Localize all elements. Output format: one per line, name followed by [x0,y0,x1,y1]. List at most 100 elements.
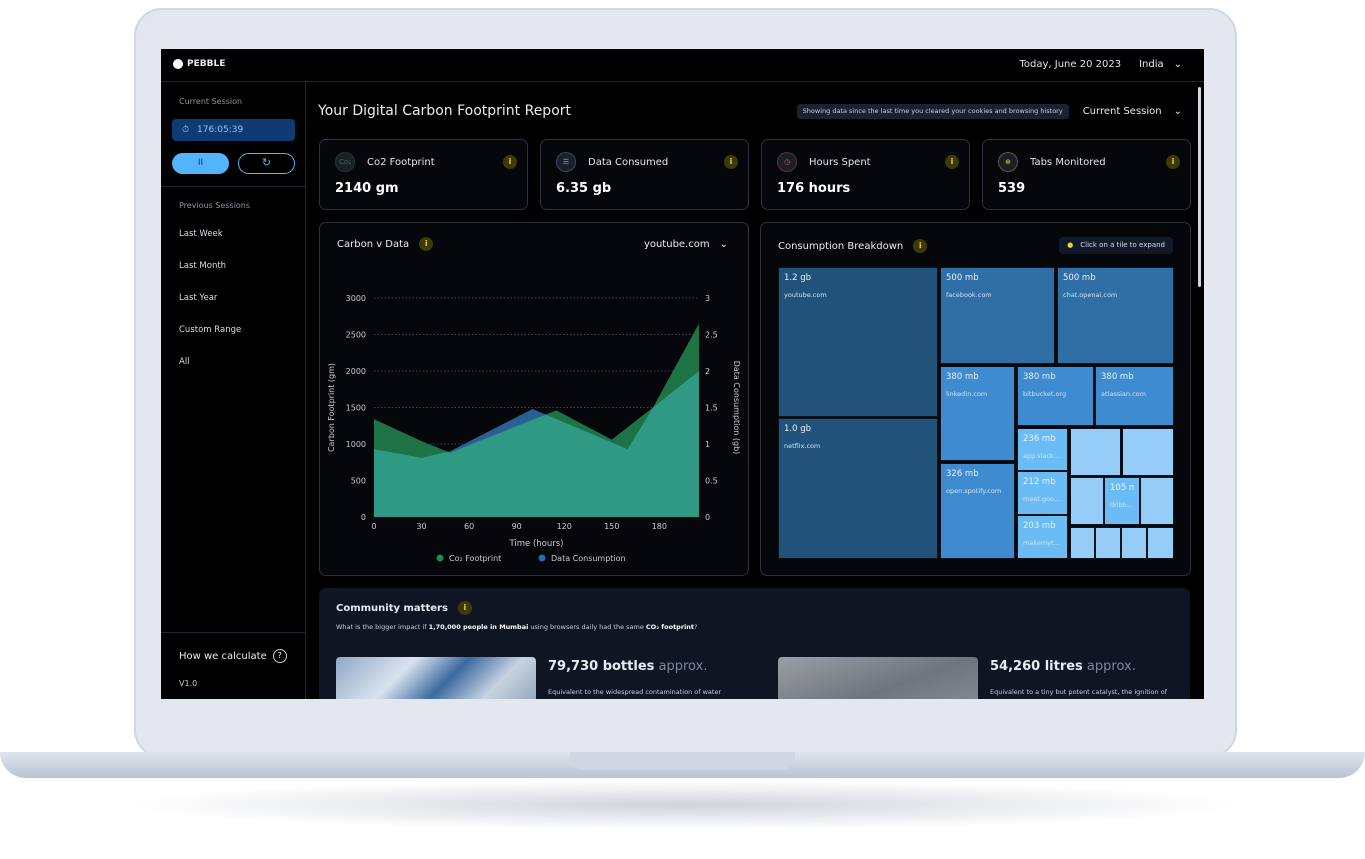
data-range-notice: Showing data since the last time you cle… [796,104,1069,119]
stat-value: 54,260 litres [990,659,1083,674]
treemap-tile[interactable]: 380 mb linkedin.com [940,366,1015,461]
treemap-tile[interactable]: 1.2 gb youtube.com [778,267,938,417]
sidebar-item-last-year[interactable]: Last Year [179,293,218,303]
brand-name: PEBBLE [187,59,226,69]
treemap-title: Consumption Breakdown [778,240,904,252]
treemap: 1.2 gb youtube.com 1.0 gb netflix.com 500 mb… [778,267,1174,559]
y-tick-label: 1000 [346,440,366,449]
kpi-value: 2140 gm [335,181,399,196]
community-panel: Community matters i What is the bigger i… [319,588,1190,699]
treemap-tile[interactable] [1070,527,1095,559]
chevron-down-icon: ⌄ [1173,59,1182,70]
kpi-title: Data Consumed [588,157,669,168]
treemap-tile[interactable]: 236 mb app.slack.c... [1017,428,1068,471]
sidebar-item-all[interactable]: All [179,357,190,367]
y2-tick-label: 1 [705,440,710,449]
litres-stat: 54,260 litres approx. [990,659,1136,674]
y2-tick-label: 2 [705,367,710,376]
info-icon[interactable]: i [419,237,434,251]
info-icon[interactable]: i [1166,155,1180,169]
q-text: using browsers daily had the same [528,623,646,631]
info-icon[interactable]: i [503,155,517,169]
tile-site: makemytri... [1023,539,1062,547]
info-icon[interactable]: i [945,155,959,169]
kpi-card: ☰ Data Consumed i 6.35 gb [540,139,749,210]
treemap-tile[interactable] [1070,477,1104,525]
laptop-shadow [120,780,1245,830]
y-tick-label: 0 [361,513,366,522]
legend-co2-label: Co₂ Footprint [449,554,501,563]
treemap-tile[interactable]: 105 mb dribb... [1104,477,1140,525]
kpi-title: Co2 Footprint [367,157,435,168]
scrollbar[interactable] [1198,87,1201,287]
carbon-v-data-panel: Carbon v Data i youtube.com ⌄ 0 500 1000 150… [319,222,749,576]
x-tick-label: 150 [604,522,619,531]
pebble-icon [173,59,183,69]
treemap-tile[interactable]: 500 mb facebook.com [940,267,1055,364]
x-tick-label: 180 [652,522,667,531]
tile-site: atlassian.com [1101,390,1146,398]
kpi-value: 6.35 gb [556,181,612,196]
divider [161,186,306,187]
expand-hint-text: Click on a tile to expand [1080,241,1165,249]
info-icon[interactable]: i [913,239,928,253]
treemap-tile[interactable] [1095,527,1121,559]
smog-image [778,657,978,699]
tile-size: 326 mb [946,469,979,479]
treemap-tile[interactable]: 203 mb makemytri... [1017,515,1068,559]
treemap-tile[interactable]: 500 mb chat.openai.com [1057,267,1174,364]
y2-tick-label: 1.5 [705,404,718,413]
tile-site: netflix.com [784,442,821,450]
tile-site: youtube.com [784,291,827,299]
site-select[interactable]: youtube.com ⌄ [644,239,728,250]
community-title-row: Community matters i [336,601,472,615]
tile-site: dribb... [1110,501,1134,509]
reset-button[interactable]: ↻ [238,153,295,174]
treemap-tile[interactable] [1122,428,1174,476]
treemap-tile[interactable]: 380 mb bitbucket.org [1017,366,1094,426]
timer-value: 176:05:39 [197,125,244,135]
version-label: V1.0 [179,679,198,688]
stat-value: 79,730 bottles [548,659,655,674]
app-screen: PEBBLE Today, June 20 2023 India ⌄ Curren… [161,49,1204,699]
x-tick-label: 120 [557,522,572,531]
y-tick-label: 2500 [346,331,366,340]
consumption-breakdown-panel: Consumption Breakdown i ● Click on a tile… [760,222,1191,576]
database-icon: ☰ [556,152,576,172]
info-icon[interactable]: i [724,155,738,169]
page-title: Your Digital Carbon Footprint Report [318,103,572,119]
treemap-title-row: Consumption Breakdown i [778,239,928,253]
chevron-down-icon: ⌄ [1173,106,1182,117]
kpi-card: ⊕ Tabs Monitored i 539 [982,139,1191,210]
kpi-value: 176 hours [777,181,851,196]
treemap-tile[interactable] [1147,527,1174,559]
tile-size: 105 mb [1110,483,1134,493]
laptop-notch [570,752,795,770]
country-select[interactable]: India ⌄ [1139,59,1182,70]
sidebar-item-last-month[interactable]: Last Month [179,261,227,271]
pause-button[interactable]: II [172,153,229,174]
treemap-tile[interactable] [1121,527,1147,559]
how-we-calculate-link[interactable]: How we calculate? [179,649,287,663]
treemap-tile[interactable] [1070,428,1121,476]
overlap-area [374,371,699,517]
legend-data-label: Data Consumption [551,554,626,563]
chart-title: Carbon v Data [337,238,410,250]
help-icon: ? [272,649,287,663]
session-select[interactable]: Current Session ⌄ [1083,106,1182,117]
y-tick-label: 500 [351,477,366,486]
date-label: Today, June 20 2023 [1019,59,1122,70]
brand-logo[interactable]: PEBBLE [173,59,225,69]
sidebar-item-custom-range[interactable]: Custom Range [179,325,242,335]
tile-size: 1.2 gb [784,273,812,283]
treemap-tile[interactable] [1140,477,1174,525]
treemap-tile[interactable]: 212 mb meet.goog... [1017,471,1068,515]
info-icon[interactable]: i [457,601,472,615]
tile-size: 500 mb [946,273,979,283]
treemap-tile[interactable]: 326 mb open.spotify.com [940,463,1015,559]
x-tick-label: 90 [512,522,522,531]
treemap-tile[interactable]: 1.0 gb netflix.com [778,418,938,559]
treemap-tile[interactable]: 380 mb atlassian.com [1095,366,1174,426]
sidebar-item-last-week[interactable]: Last Week [179,229,223,239]
q-bold: 1,70,000 people in Mumbai [428,623,529,631]
